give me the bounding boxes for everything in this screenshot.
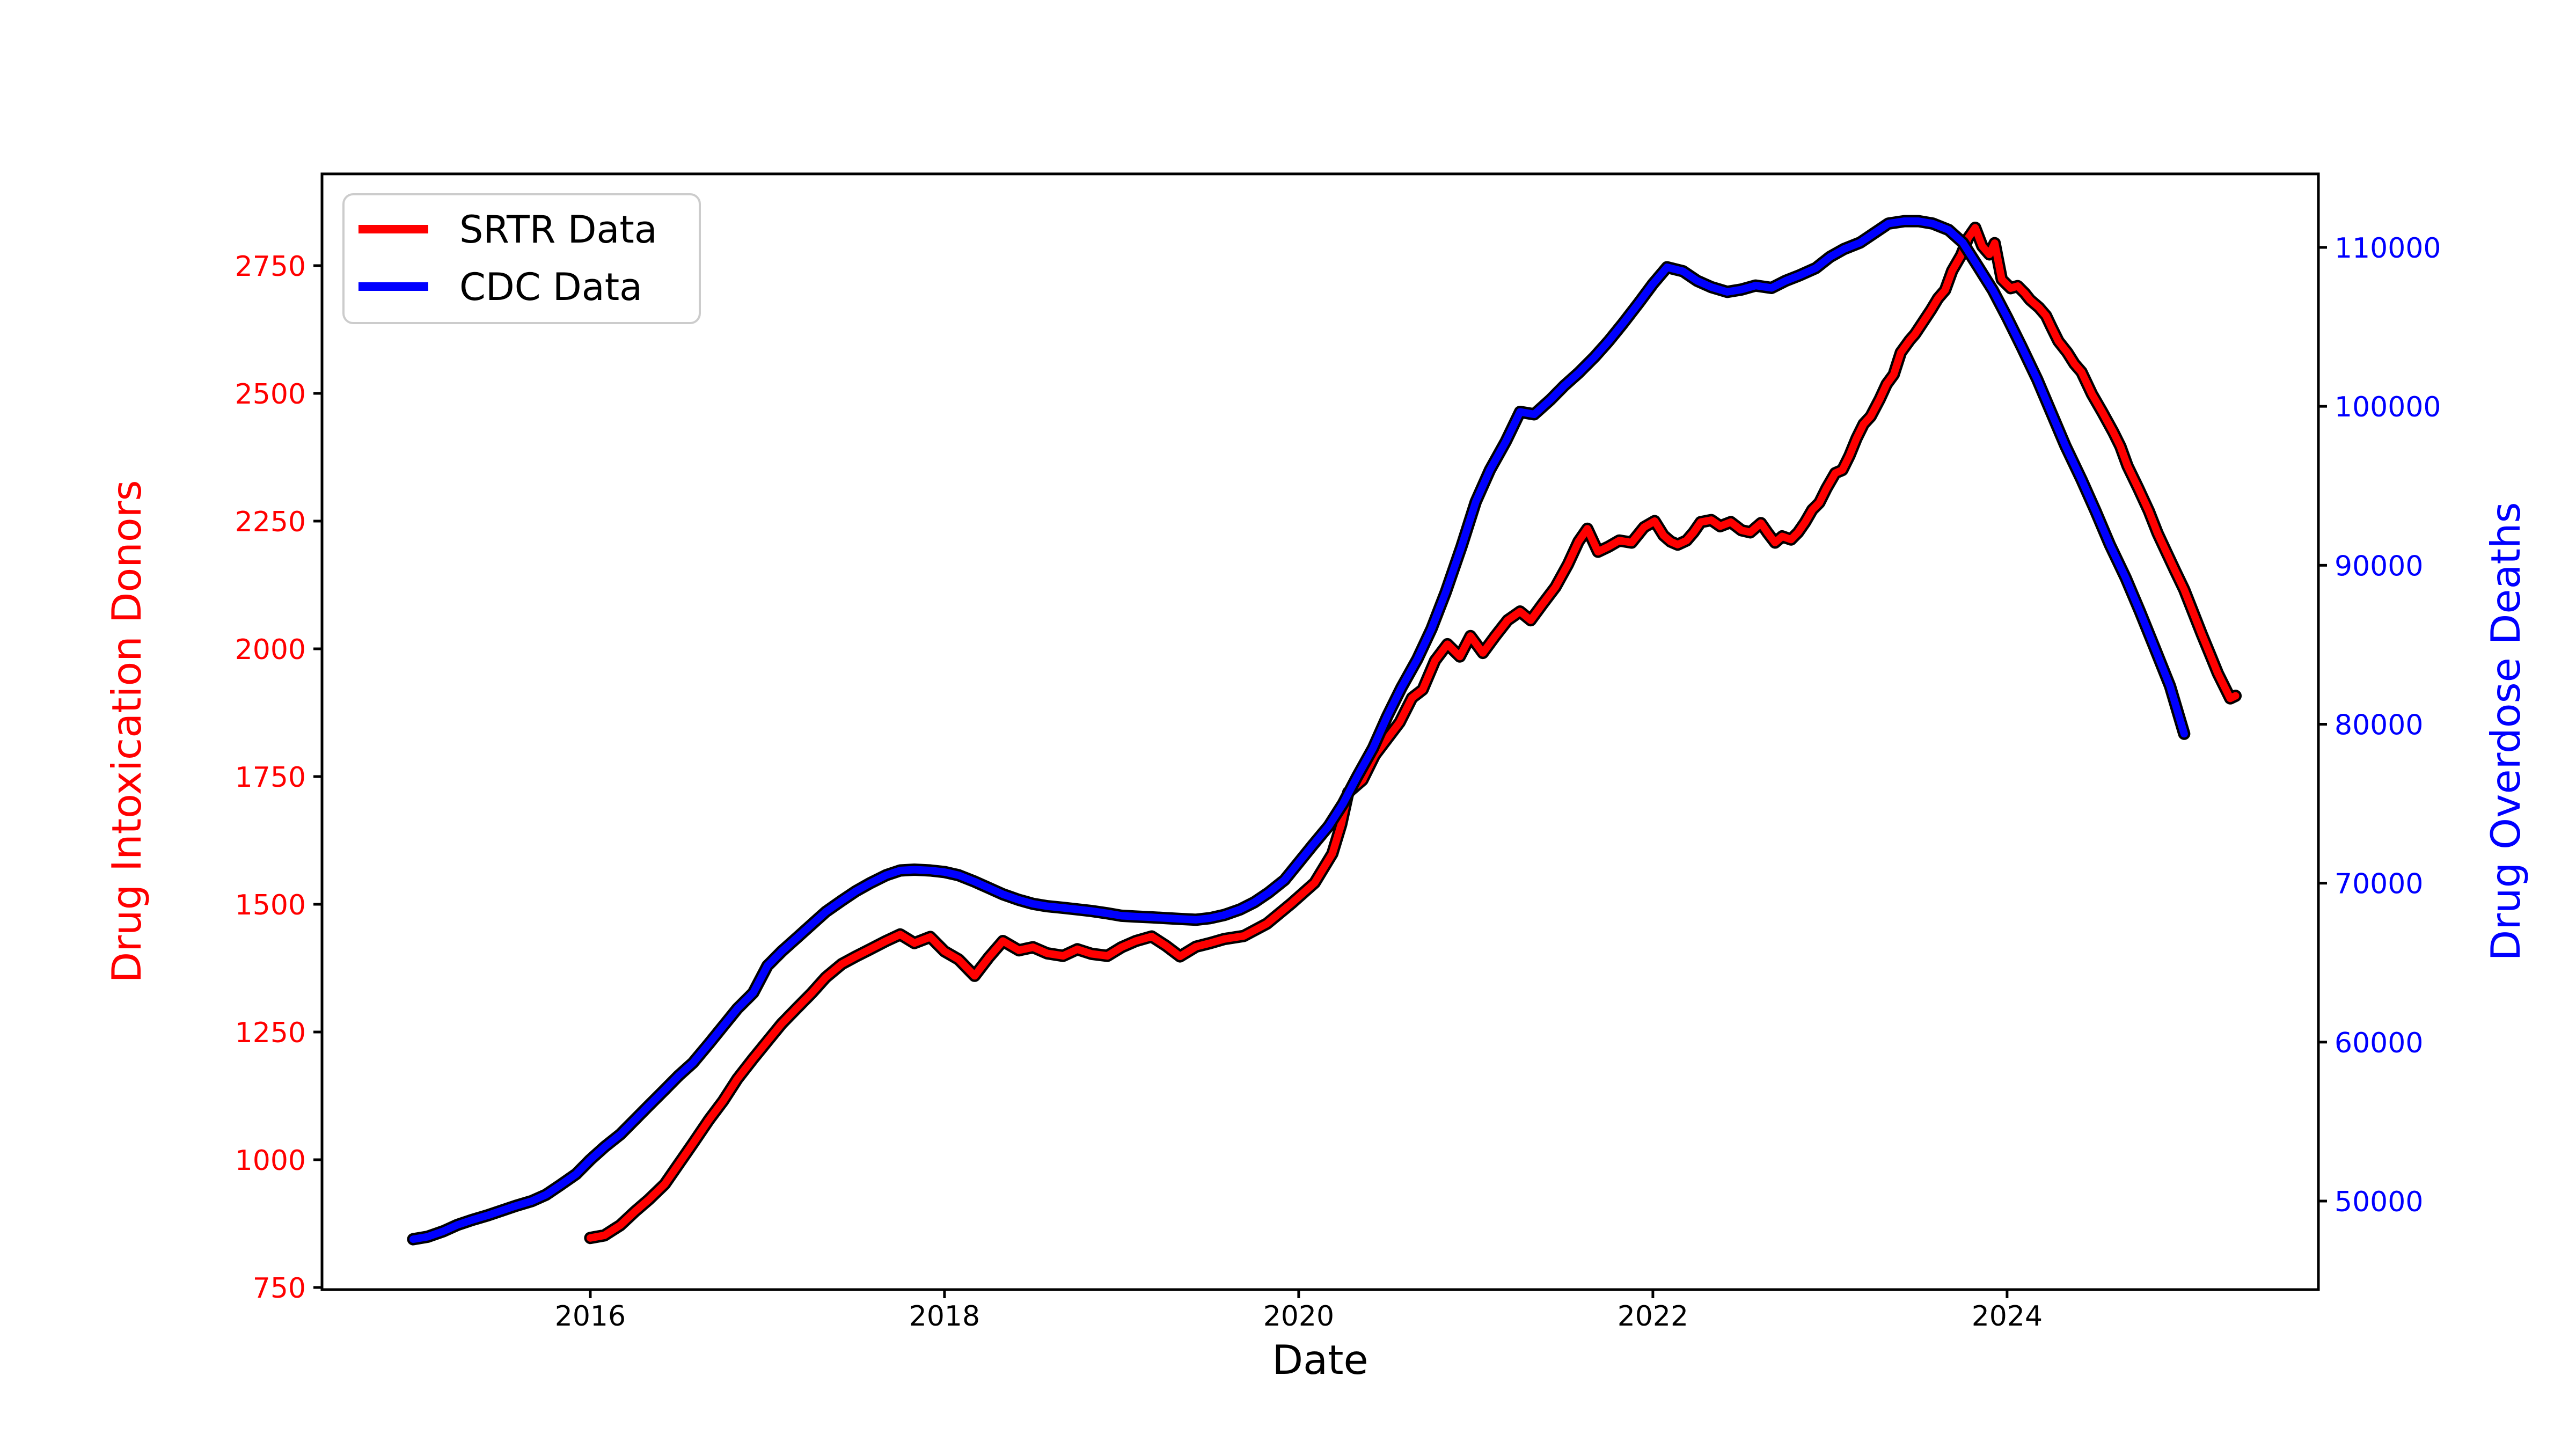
srtr-data-line bbox=[586, 224, 2240, 1242]
legend-box bbox=[342, 193, 701, 324]
left-tick-label: 750 bbox=[253, 1272, 306, 1305]
cdc-data-outline bbox=[407, 215, 2191, 1246]
x-tick-label: 2020 bbox=[1263, 1300, 1334, 1333]
cdc-data-line bbox=[409, 217, 2188, 1243]
data-series bbox=[407, 215, 2242, 1246]
legend-item-srtr: SRTR Data bbox=[358, 208, 657, 252]
right-tick-label: 90000 bbox=[2334, 550, 2423, 582]
left-tick-label: 1500 bbox=[235, 889, 306, 921]
left-tick-label: 2000 bbox=[235, 634, 306, 666]
left-tick-label: 2500 bbox=[235, 378, 306, 411]
right-tick-label: 50000 bbox=[2334, 1186, 2423, 1218]
x-tick-label: 2024 bbox=[1972, 1300, 2043, 1333]
left-tick-label: 1000 bbox=[235, 1145, 306, 1177]
x-tick-label: 2022 bbox=[1618, 1300, 1688, 1333]
left-tick-label: 2250 bbox=[235, 506, 306, 538]
x-axis-label: Date bbox=[1272, 1336, 1368, 1384]
left-tick-label: 1750 bbox=[235, 762, 306, 794]
plot-border bbox=[320, 172, 2320, 1291]
left-tick-label: 1250 bbox=[235, 1017, 306, 1049]
right-axis-ticks: 50000 60000 70000 80000 90000 100000 110000 bbox=[2318, 232, 2441, 1218]
left-axis-ticks: 750 1000 1250 1500 1750 2000 2250 2500 2750 bbox=[235, 251, 322, 1305]
x-tick-label: 2016 bbox=[555, 1300, 626, 1333]
right-tick-label: 60000 bbox=[2334, 1027, 2423, 1059]
x-axis-ticks: 2016 2018 2020 2022 2024 bbox=[555, 1290, 2043, 1333]
right-tick-label: 80000 bbox=[2334, 709, 2423, 741]
legend-label-cdc: CDC Data bbox=[459, 265, 642, 309]
x-tick-label: 2018 bbox=[909, 1300, 980, 1333]
legend-label-srtr: SRTR Data bbox=[459, 208, 657, 252]
right-tick-label: 100000 bbox=[2334, 391, 2441, 423]
srtr-data-outline bbox=[584, 222, 2242, 1245]
right-tick-label: 110000 bbox=[2334, 232, 2441, 265]
right-axis-label: Drug Overdose Deaths bbox=[2482, 502, 2529, 961]
left-axis-label: Drug Intoxication Donors bbox=[103, 480, 150, 983]
left-tick-label: 2750 bbox=[235, 251, 306, 283]
right-tick-label: 70000 bbox=[2334, 868, 2423, 901]
legend: SRTR Data CDC Data bbox=[342, 193, 701, 324]
legend-item-cdc: CDC Data bbox=[358, 265, 642, 309]
